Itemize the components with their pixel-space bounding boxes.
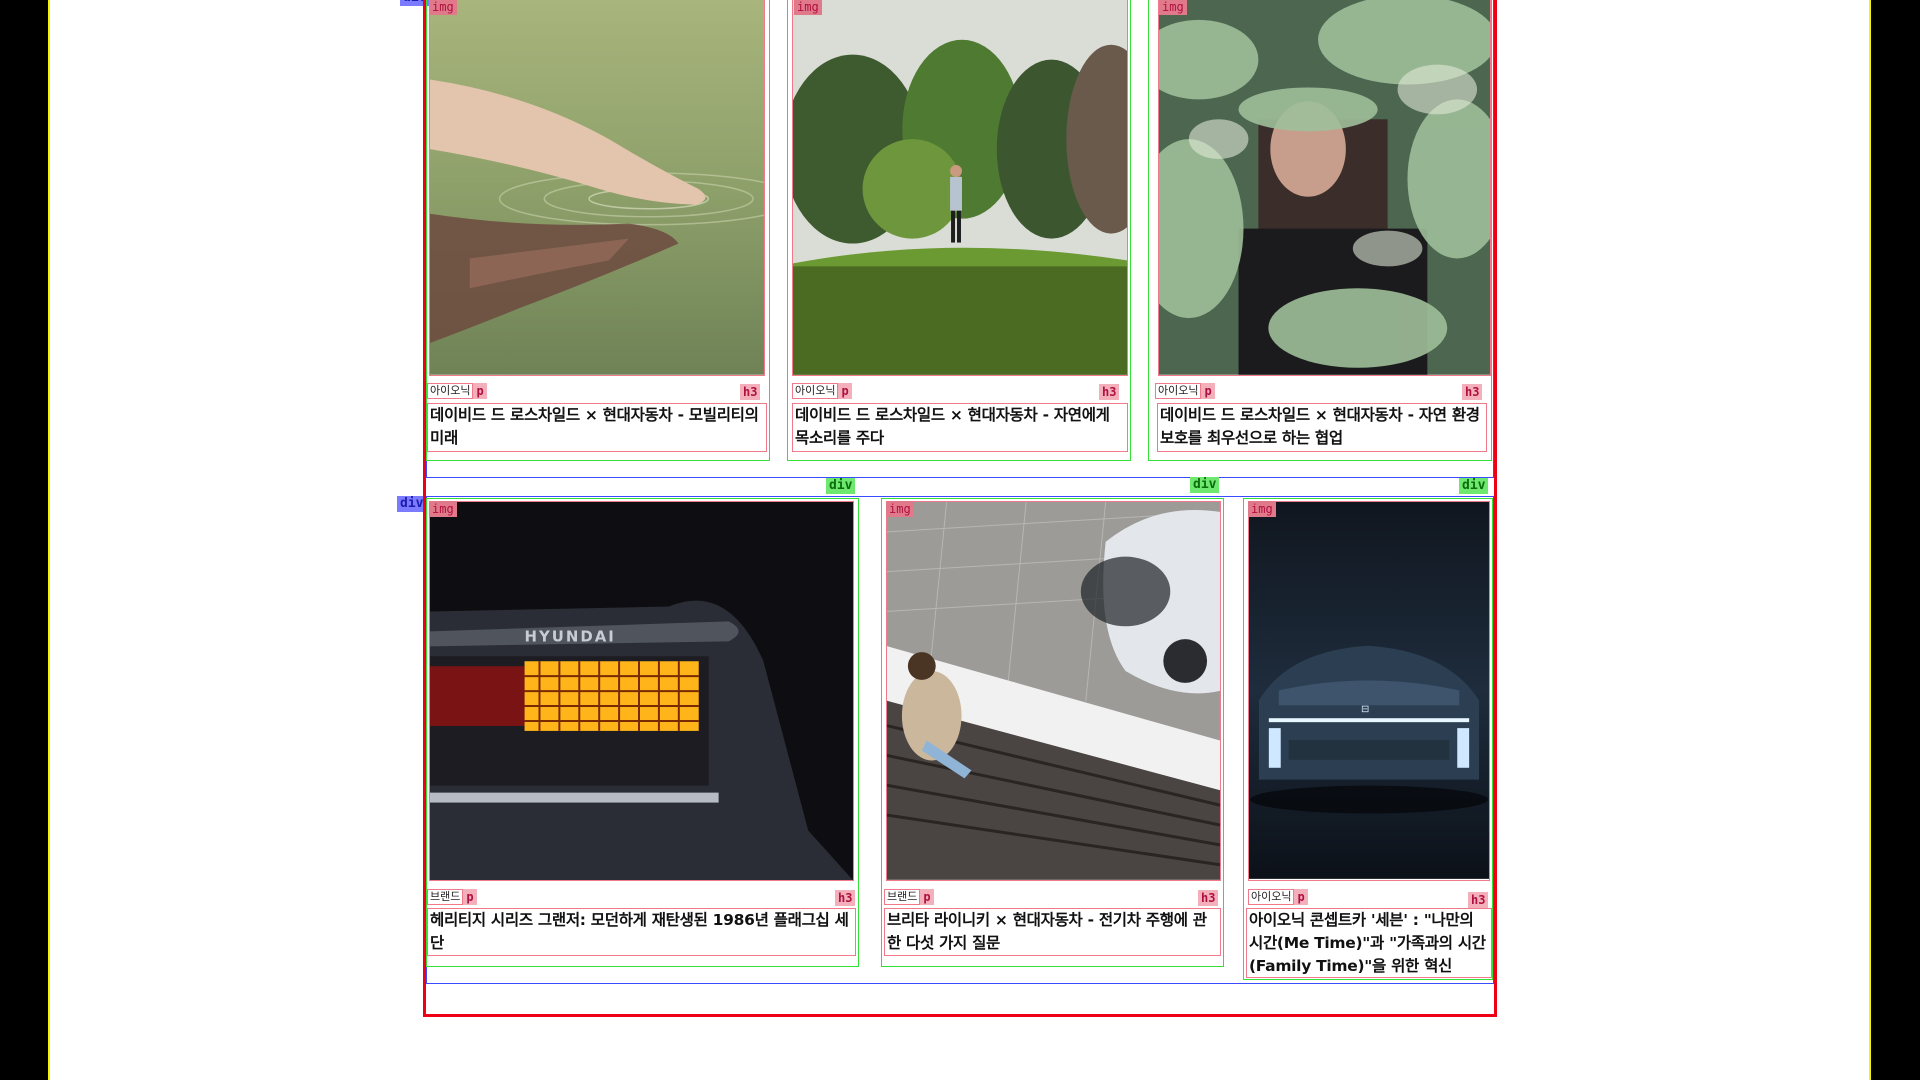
overlay-tag-h3: h3 xyxy=(1462,384,1483,400)
article-card[interactable]: ⊟ img 아이오닉 p h3 아이오닉 콘셉트카 '세븐' : "나만의 시간… xyxy=(1243,498,1493,980)
article-card[interactable]: HYUNDAI img 브랜드 p h3 헤리티지 시리즈 그랜저: 모던하게 … xyxy=(426,498,859,967)
overlay-tag-h3: h3 xyxy=(1099,384,1120,400)
overlay-tag-p: p xyxy=(920,889,934,905)
article-title[interactable]: 헤리티지 시리즈 그랜저: 모던하게 재탄생된 1986년 플래그십 세단 xyxy=(427,908,856,956)
svg-text:HYUNDAI: HYUNDAI xyxy=(525,627,616,645)
overlay-tag-div: div xyxy=(826,478,856,494)
overlay-tag-p: p xyxy=(1201,383,1215,399)
category-row: 아이오닉 p xyxy=(427,383,487,399)
overlay-tag-img: img xyxy=(886,501,914,517)
article-category: 브랜드 xyxy=(884,889,921,905)
article-card[interactable]: img 아이오닉 p h3 데이비드 드 로스차일드 × 현대자동차 - 모빌리… xyxy=(426,0,770,461)
article-thumbnail[interactable] xyxy=(792,0,1128,376)
article-title[interactable]: 데이비드 드 로스차일드 × 현대자동차 - 자연 환경 보호를 최우선으로 하… xyxy=(1157,403,1487,452)
category-row: 브랜드 p xyxy=(884,889,934,905)
grandeur-taillight-image: HYUNDAI xyxy=(430,502,853,880)
highlighted-section-outline xyxy=(423,0,1497,1017)
article-title[interactable]: 아이오닉 콘셉트카 '세븐' : "나만의 시간(Me Time)"과 "가족과… xyxy=(1246,908,1492,978)
overlay-tag-div: div xyxy=(400,0,430,6)
overlay-tag-p: p xyxy=(838,383,852,399)
article-category: 아이오닉 xyxy=(1155,383,1202,399)
article-title[interactable]: 데이비드 드 로스차일드 × 현대자동차 - 모빌리티의 미래 xyxy=(427,403,767,452)
article-thumbnail[interactable] xyxy=(886,501,1221,881)
category-row: 아이오닉 p xyxy=(1248,889,1308,905)
hedge-mound-image xyxy=(793,0,1127,375)
overlay-tag-h3: h3 xyxy=(1198,890,1219,906)
overlay-tag-img: img xyxy=(429,0,457,15)
article-title[interactable]: 브리타 라이니키 × 현대자동차 - 전기차 주행에 관한 다섯 가지 질문 xyxy=(884,908,1221,956)
overlay-tag-p: p xyxy=(1294,889,1308,905)
article-title[interactable]: 데이비드 드 로스차일드 × 현대자동차 - 자연에게 목소리를 주다 xyxy=(792,403,1128,452)
concept-car-image: ⊟ xyxy=(1249,502,1489,879)
article-card[interactable]: img 아이오닉 p h3 데이비드 드 로스차일드 × 현대자동차 - 자연에… xyxy=(787,0,1131,461)
article-card[interactable]: img 브랜드 p h3 브리타 라이니키 × 현대자동차 - 전기차 주행에 … xyxy=(881,498,1224,967)
overlay-tag-p: p xyxy=(463,889,477,905)
article-category: 아이오닉 xyxy=(792,383,839,399)
article-thumbnail[interactable]: ⊟ xyxy=(1248,501,1490,881)
overlay-tag-div: div xyxy=(1459,478,1489,494)
overlay-tag-img: img xyxy=(1159,0,1187,15)
overlay-tag-h3: h3 xyxy=(1468,892,1489,908)
category-row: 아이오닉 p xyxy=(792,383,852,399)
article-thumbnail[interactable]: HYUNDAI xyxy=(429,501,854,881)
overlay-tag-img: img xyxy=(1248,501,1276,517)
overlay-tag-p: p xyxy=(473,383,487,399)
article-category: 브랜드 xyxy=(427,889,464,905)
article-thumbnail[interactable] xyxy=(429,0,765,376)
article-thumbnail[interactable] xyxy=(1158,0,1491,376)
woman-stairs-image xyxy=(887,502,1220,880)
article-category: 아이오닉 xyxy=(427,383,474,399)
svg-text:⊟: ⊟ xyxy=(1361,704,1369,715)
hand-water-image xyxy=(430,0,764,375)
foliage-portrait-image xyxy=(1159,0,1490,375)
overlay-tag-div: div xyxy=(397,496,427,512)
category-row: 아이오닉 p xyxy=(1155,383,1215,399)
overlay-tag-img: img xyxy=(429,501,457,517)
article-category: 아이오닉 xyxy=(1248,889,1295,905)
overlay-tag-h3: h3 xyxy=(740,384,761,400)
article-card[interactable]: img 아이오닉 p h3 데이비드 드 로스차일드 × 현대자동차 - 자연 … xyxy=(1148,0,1492,461)
overlay-tag-h3: h3 xyxy=(835,890,856,906)
overlay-tag-div: div xyxy=(1190,477,1220,493)
overlay-tag-img: img xyxy=(794,0,822,15)
category-row: 브랜드 p xyxy=(427,889,477,905)
